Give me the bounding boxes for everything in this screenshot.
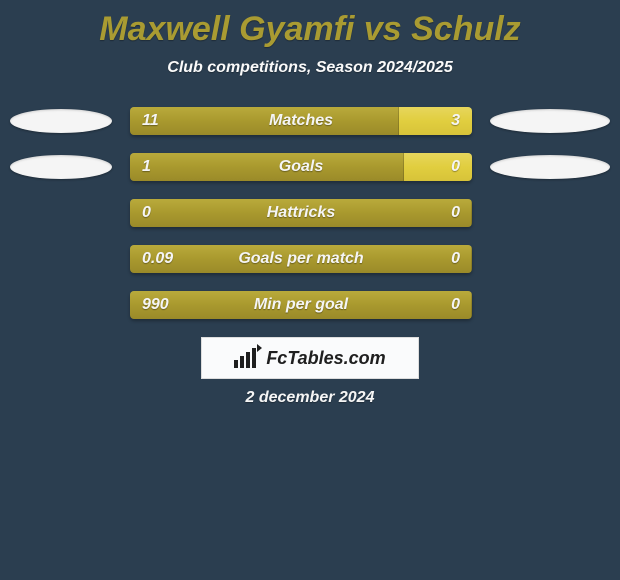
stat-row: 0Hattricks0	[0, 199, 620, 227]
stat-label: Matches	[130, 107, 472, 135]
stat-row: 11Matches3	[0, 107, 620, 135]
right-value: 0	[451, 199, 460, 227]
right-value: 0	[451, 153, 460, 181]
spacer	[10, 293, 112, 317]
right-value: 0	[451, 291, 460, 319]
team-right-marker	[490, 109, 610, 133]
team-left-marker	[10, 109, 112, 133]
spacer	[490, 293, 610, 317]
page-title: Maxwell Gyamfi vs Schulz	[0, 10, 620, 49]
date-label: 2 december 2024	[0, 389, 620, 407]
spacer	[490, 201, 610, 225]
stat-label: Goals	[130, 153, 472, 181]
spacer	[490, 247, 610, 271]
spacer	[10, 201, 112, 225]
stat-rows: 11Matches31Goals00Hattricks00.09Goals pe…	[0, 107, 620, 319]
stat-row: 0.09Goals per match0	[0, 245, 620, 273]
brand-logo: FcTables.com	[201, 337, 419, 379]
stat-label: Hattricks	[130, 199, 472, 227]
right-value: 3	[451, 107, 460, 135]
stat-bar: 11Matches3	[130, 107, 472, 135]
stat-label: Goals per match	[130, 245, 472, 273]
stat-bar: 1Goals0	[130, 153, 472, 181]
subtitle: Club competitions, Season 2024/2025	[0, 59, 620, 77]
team-right-marker	[490, 155, 610, 179]
stat-row: 1Goals0	[0, 153, 620, 181]
team-left-marker	[10, 155, 112, 179]
stat-row: 990Min per goal0	[0, 291, 620, 319]
stat-bar: 990Min per goal0	[130, 291, 472, 319]
right-value: 0	[451, 245, 460, 273]
stat-label: Min per goal	[130, 291, 472, 319]
brand-text: FcTables.com	[266, 348, 385, 369]
bar-chart-icon	[234, 348, 260, 368]
stat-bar: 0Hattricks0	[130, 199, 472, 227]
comparison-infographic: Maxwell Gyamfi vs Schulz Club competitio…	[0, 0, 620, 407]
spacer	[10, 247, 112, 271]
stat-bar: 0.09Goals per match0	[130, 245, 472, 273]
